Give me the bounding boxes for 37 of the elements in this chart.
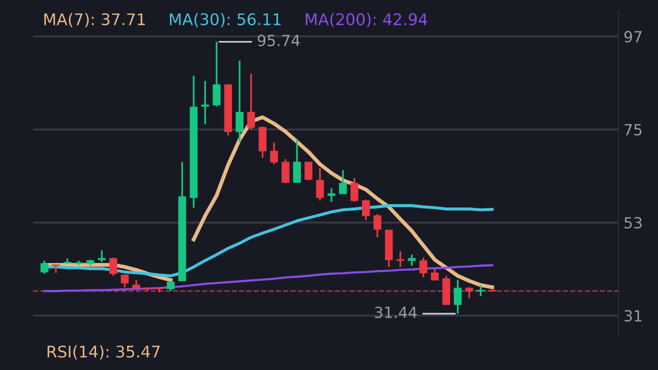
candlestick — [419, 256, 428, 278]
y-tick-label: 75 — [624, 124, 642, 136]
candlestick — [120, 274, 129, 288]
candlestick — [282, 158, 290, 184]
candlestick — [98, 250, 106, 263]
candlestick — [430, 268, 439, 281]
candlestick — [362, 198, 370, 221]
candlestick — [408, 254, 416, 266]
candlestick — [201, 80, 210, 126]
candlestick — [339, 169, 347, 195]
annotation: MA(7): 37.71 — [44, 12, 145, 28]
candlestick — [476, 284, 485, 297]
candlestick — [247, 72, 255, 130]
candlestick — [328, 187, 336, 203]
y-tick-label: 31 — [624, 310, 642, 322]
text: RSI(14): 35.47 — [48, 345, 160, 360]
annotation: MA(200): 42.94 — [306, 12, 428, 28]
annotation: MA(30): 56.11 — [170, 12, 281, 28]
candlestick — [373, 213, 382, 238]
candlestick — [258, 126, 266, 159]
candlestick — [40, 260, 48, 275]
annotation: 31.44 — [375, 306, 417, 318]
candlestick — [350, 177, 358, 203]
candlestick — [270, 142, 278, 166]
candlestick — [166, 280, 175, 292]
y-tick-label: 53 — [624, 216, 642, 229]
annotation: 95.74 — [258, 34, 300, 46]
candlestick — [236, 60, 244, 143]
candlestick — [465, 286, 474, 300]
candlestick — [316, 167, 324, 202]
candlestick — [293, 138, 301, 184]
candlestick — [454, 279, 462, 315]
candlestick — [109, 256, 118, 277]
candlestick — [212, 40, 221, 108]
candlestick — [304, 161, 312, 182]
candlestick — [396, 250, 404, 268]
y-tick-label: 97 — [624, 30, 642, 42]
